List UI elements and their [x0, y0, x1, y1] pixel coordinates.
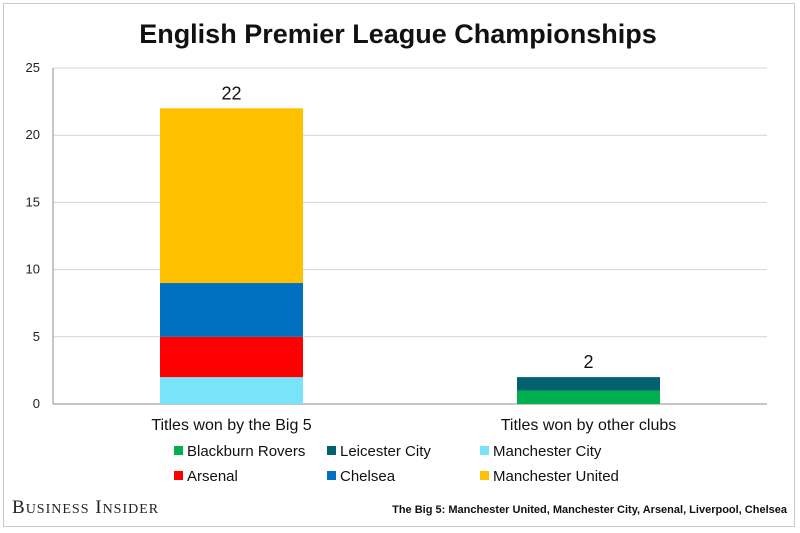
legend-item: Chelsea	[327, 468, 396, 485]
legend-swatch	[480, 446, 489, 455]
legend-item: Manchester United	[480, 468, 619, 485]
legend-item: Arsenal	[174, 468, 238, 485]
y-tick-label: 10	[26, 262, 40, 277]
legend-swatch	[174, 446, 183, 455]
bars	[160, 108, 660, 404]
y-tick-label: 5	[33, 329, 40, 344]
chart-title: English Premier League Championships	[139, 19, 657, 49]
legend-item: Blackburn Rovers	[174, 443, 305, 460]
bar-segment-arsenal	[160, 336, 303, 378]
legend: Blackburn Rovers Leicester City Manchester…	[174, 443, 619, 485]
bar-segment-manchester-united	[160, 108, 303, 284]
legend-item: Manchester City	[480, 443, 602, 460]
y-tick-label: 25	[26, 60, 40, 75]
chart-frame	[3, 3, 795, 527]
legend-swatch	[327, 471, 336, 480]
brand-logo: BUSINESS INSIDER	[12, 497, 159, 518]
footnote: The Big 5: Manchester United, Manchester…	[392, 504, 788, 516]
legend-label: Arsenal	[187, 468, 238, 485]
y-tick-label: 15	[26, 194, 40, 209]
legend-label: Blackburn Rovers	[187, 443, 305, 460]
legend-label: Chelsea	[340, 468, 396, 485]
legend-swatch	[327, 446, 336, 455]
category-labels: 22 Titles won by the Big 5 2 Titles won by …	[151, 83, 676, 434]
bar-total-label: 2	[583, 352, 593, 372]
y-axis: 0 5 10 15 20 25	[26, 60, 54, 411]
legend-swatch	[480, 471, 489, 480]
bar-segment-chelsea	[160, 283, 303, 337]
legend-label: Manchester United	[493, 468, 619, 485]
x-category-label: Titles won by other clubs	[501, 417, 676, 434]
bar-segment-manchester-city	[160, 377, 303, 404]
legend-swatch	[174, 471, 183, 480]
legend-item: Leicester City	[327, 443, 431, 460]
x-category-label: Titles won by the Big 5	[151, 417, 311, 434]
legend-label: Manchester City	[493, 443, 602, 460]
y-tick-label: 20	[26, 127, 40, 142]
y-tick-label: 0	[33, 396, 40, 411]
bar-segment-leicester-city	[517, 377, 660, 391]
legend-label: Leicester City	[340, 443, 431, 460]
bar-segment-blackburn-rovers	[517, 390, 660, 404]
bar-total-label: 22	[221, 83, 241, 103]
